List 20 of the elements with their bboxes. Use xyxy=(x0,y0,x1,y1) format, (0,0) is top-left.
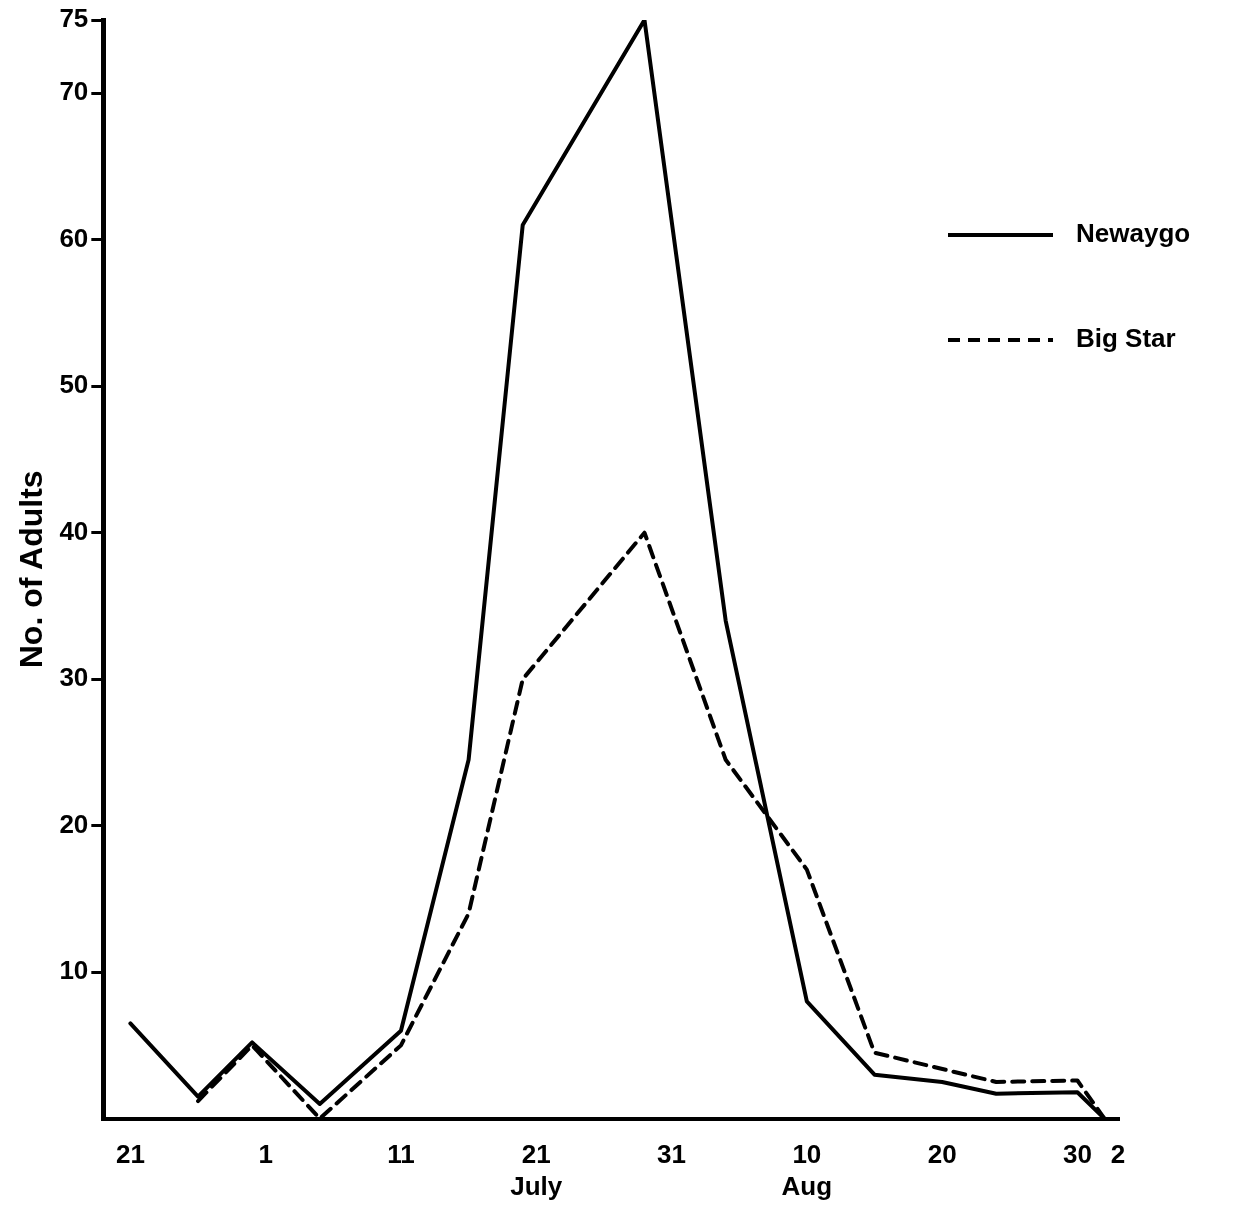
x-tick-label: 10 Aug xyxy=(781,1139,833,1201)
x-tick-label: 21 xyxy=(115,1139,145,1170)
legend-label: Newaygo xyxy=(1076,218,1191,249)
y-tick-label: 20 xyxy=(59,808,89,839)
y-tick-label: 30 xyxy=(59,662,89,693)
y-axis-title: No. of Adults xyxy=(13,470,50,669)
x-tick-label: 31 xyxy=(657,1139,686,1170)
x-tick-label: 30 xyxy=(1062,1139,1092,1170)
x-tick-label: 21 July xyxy=(510,1139,563,1201)
y-tick-label: 70 xyxy=(59,76,89,107)
y-tick-label: 60 xyxy=(59,222,89,253)
x-tick-label: 1 xyxy=(258,1139,273,1170)
y-tick-label: 40 xyxy=(59,515,89,546)
x-tick-label: 2 xyxy=(1110,1139,1126,1170)
x-tick-label: 20 xyxy=(927,1139,957,1170)
y-tick-label: 50 xyxy=(59,369,89,400)
x-tick-label: 11 xyxy=(387,1139,415,1170)
legend-label: Big Star xyxy=(1076,323,1176,354)
y-tick-label: 75 xyxy=(59,3,89,34)
y-tick-label: 10 xyxy=(59,955,89,986)
